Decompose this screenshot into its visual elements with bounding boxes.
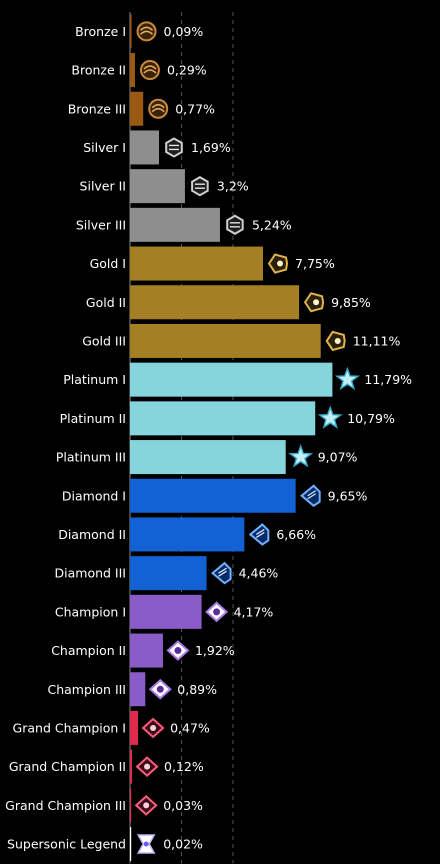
champion-rank-icon [166,640,190,661]
bar [130,478,296,513]
value-label: 1,92% [195,643,235,658]
bar [130,207,220,242]
bar [130,827,132,862]
value-label: 0,12% [164,759,204,774]
category-label: Bronze I [75,24,126,39]
silver-rank-icon [226,214,244,235]
gold-rank-icon [325,330,346,352]
bar [130,362,333,397]
value-label: 4,46% [239,566,279,581]
bar [130,633,163,668]
category-label: Supersonic Legend [7,837,126,852]
diamond-rank-icon [248,523,270,546]
category-label: Grand Champion I [13,720,126,735]
silver-rank-icon [165,137,183,158]
category-label: Platinum III [56,450,126,465]
category-label: Grand Champion III [5,798,126,813]
value-label: 11,79% [364,372,412,387]
gold-rank-icon [267,253,289,274]
value-label: 11,11% [353,333,401,348]
category-label: Silver II [80,179,126,194]
value-label: 0,47% [170,720,210,735]
value-label: 9,85% [331,295,371,310]
category-label: Champion III [48,682,127,697]
value-label: 6,66% [276,527,316,542]
category-label: Bronze II [71,63,126,78]
bars [130,14,333,862]
champion-rank-icon [205,601,229,623]
category-labels: Bronze I Bronze II Bronze III Silver I Silve… [5,24,126,852]
value-label: 3,2% [217,179,249,194]
value-label: 0,09% [164,24,204,39]
bar [130,517,245,552]
diamond-rank-icon [300,484,321,507]
supersonic-legend-rank-icon [136,834,156,854]
value-label: 0,03% [163,798,203,813]
bar [130,285,300,320]
bar [130,401,316,436]
category-label: Platinum II [60,411,126,426]
silver-rank-icon [191,176,209,197]
champion-rank-icon [148,678,172,700]
gold-rank-icon [303,292,325,313]
value-label: 0,77% [175,101,215,116]
value-labels: 0,09% 0,29% 0,77% 1,69% 3,2% 5,24% 7,75% 9,85% 1… [163,24,412,852]
bronze-rank-icon [148,98,169,119]
bar [130,440,286,475]
category-label: Champion I [55,604,126,619]
category-label: Platinum I [63,372,126,387]
value-label: 9,07% [318,450,358,465]
grand-champion-rank-icon [141,717,165,739]
bar [130,91,144,126]
bar [130,710,139,745]
bronze-rank-icon [139,60,160,81]
category-label: Silver I [83,140,126,155]
bar [130,246,264,281]
value-label: 1,69% [191,140,231,155]
bar [130,749,133,784]
bar [130,788,132,823]
category-label: Diamond I [62,488,126,503]
bar [130,169,185,204]
bar [130,130,160,165]
category-label: Diamond II [58,527,126,542]
bar [130,53,135,88]
platinum-rank-icon [288,444,314,468]
value-label: 4,17% [234,604,274,619]
diamond-rank-icon [211,561,232,585]
category-label: Grand Champion II [9,759,126,774]
value-label: 5,24% [252,217,292,232]
category-label: Diamond III [55,566,126,581]
value-label: 0,29% [167,63,207,78]
category-label: Champion II [51,643,126,658]
grand-champion-rank-icon [134,795,158,816]
category-label: Bronze III [68,101,126,116]
value-label: 0,89% [177,682,217,697]
value-label: 0,02% [163,837,203,852]
value-label: 9,65% [328,488,368,503]
rank-icons [134,21,360,854]
category-label: Silver III [76,217,126,232]
bar [130,323,321,358]
category-label: Gold I [90,256,126,271]
bar [130,14,132,49]
category-label: Gold II [86,295,126,310]
bronze-rank-icon [136,21,157,42]
platinum-rank-icon [334,366,360,391]
platinum-rank-icon [317,405,343,429]
value-label: 10,79% [347,411,395,426]
bar [130,594,202,629]
bar [130,672,146,707]
bar [130,556,207,591]
grand-champion-rank-icon [135,756,159,777]
value-label: 7,75% [295,256,335,271]
category-label: Gold III [82,333,126,348]
